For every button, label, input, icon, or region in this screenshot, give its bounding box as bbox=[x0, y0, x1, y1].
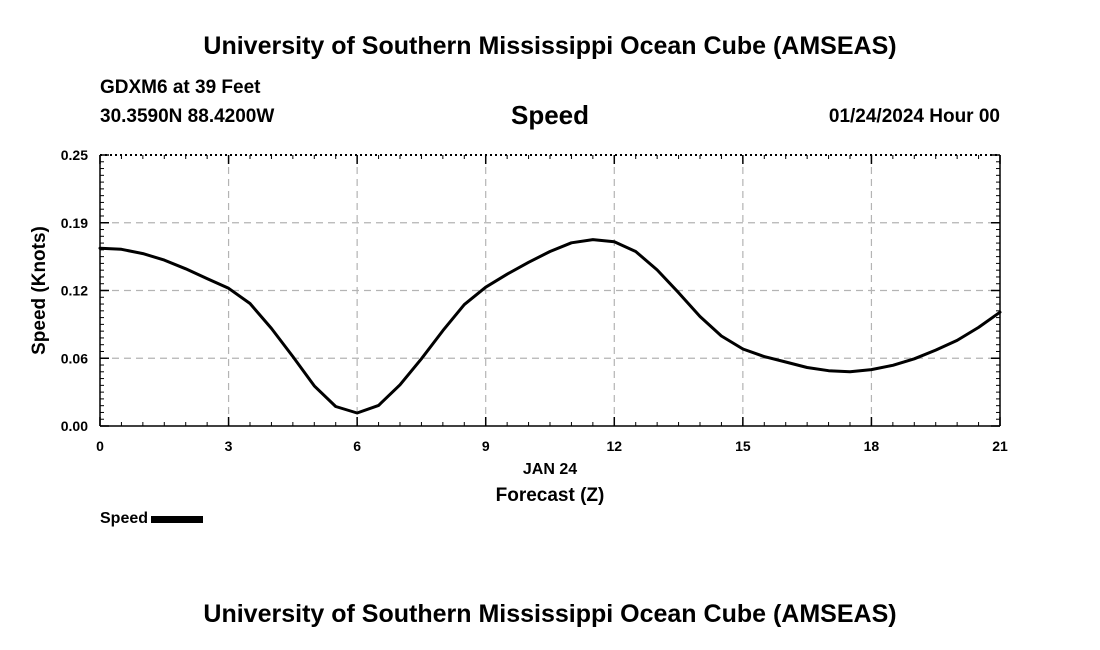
x-tick-label: 15 bbox=[735, 438, 751, 454]
y-tick-label: 0.12 bbox=[61, 283, 88, 299]
x-tick-label: 3 bbox=[225, 438, 233, 454]
y-tick-label: 0.25 bbox=[61, 147, 88, 163]
coordinates-label: 30.3590N 88.4200W bbox=[100, 106, 275, 127]
x-tick-label: 21 bbox=[992, 438, 1008, 454]
y-tick-label: 0.06 bbox=[61, 350, 88, 366]
x-tick-label: 9 bbox=[482, 438, 490, 454]
footer-title: University of Southern Mississippi Ocean… bbox=[203, 600, 897, 628]
y-tick-label: 0.19 bbox=[61, 215, 88, 231]
x-tick-label: 0 bbox=[96, 438, 104, 454]
y-tick-label: 0.00 bbox=[61, 418, 88, 434]
x-tick-label: 18 bbox=[864, 438, 880, 454]
legend-label: Speed bbox=[100, 510, 149, 527]
legend-line-swatch bbox=[151, 515, 204, 523]
x-tick-label: 12 bbox=[606, 438, 622, 454]
variable-name: Speed bbox=[510, 100, 590, 130]
forecast-datetime: 01/24/2024 Hour 00 bbox=[828, 106, 1000, 127]
y-axis-title: Speed (Knots) bbox=[29, 226, 50, 355]
x-axis-date-label: JAN 24 bbox=[523, 461, 577, 478]
chart-title: University of Southern Mississippi Ocean… bbox=[203, 32, 897, 60]
legend: Speed bbox=[100, 510, 204, 528]
station-label: GDXM6 at 39 Feet bbox=[100, 77, 261, 98]
x-tick-label: 6 bbox=[353, 438, 361, 454]
speed-series-line bbox=[98, 238, 1002, 415]
x-axis-title: Forecast (Z) bbox=[496, 485, 605, 506]
